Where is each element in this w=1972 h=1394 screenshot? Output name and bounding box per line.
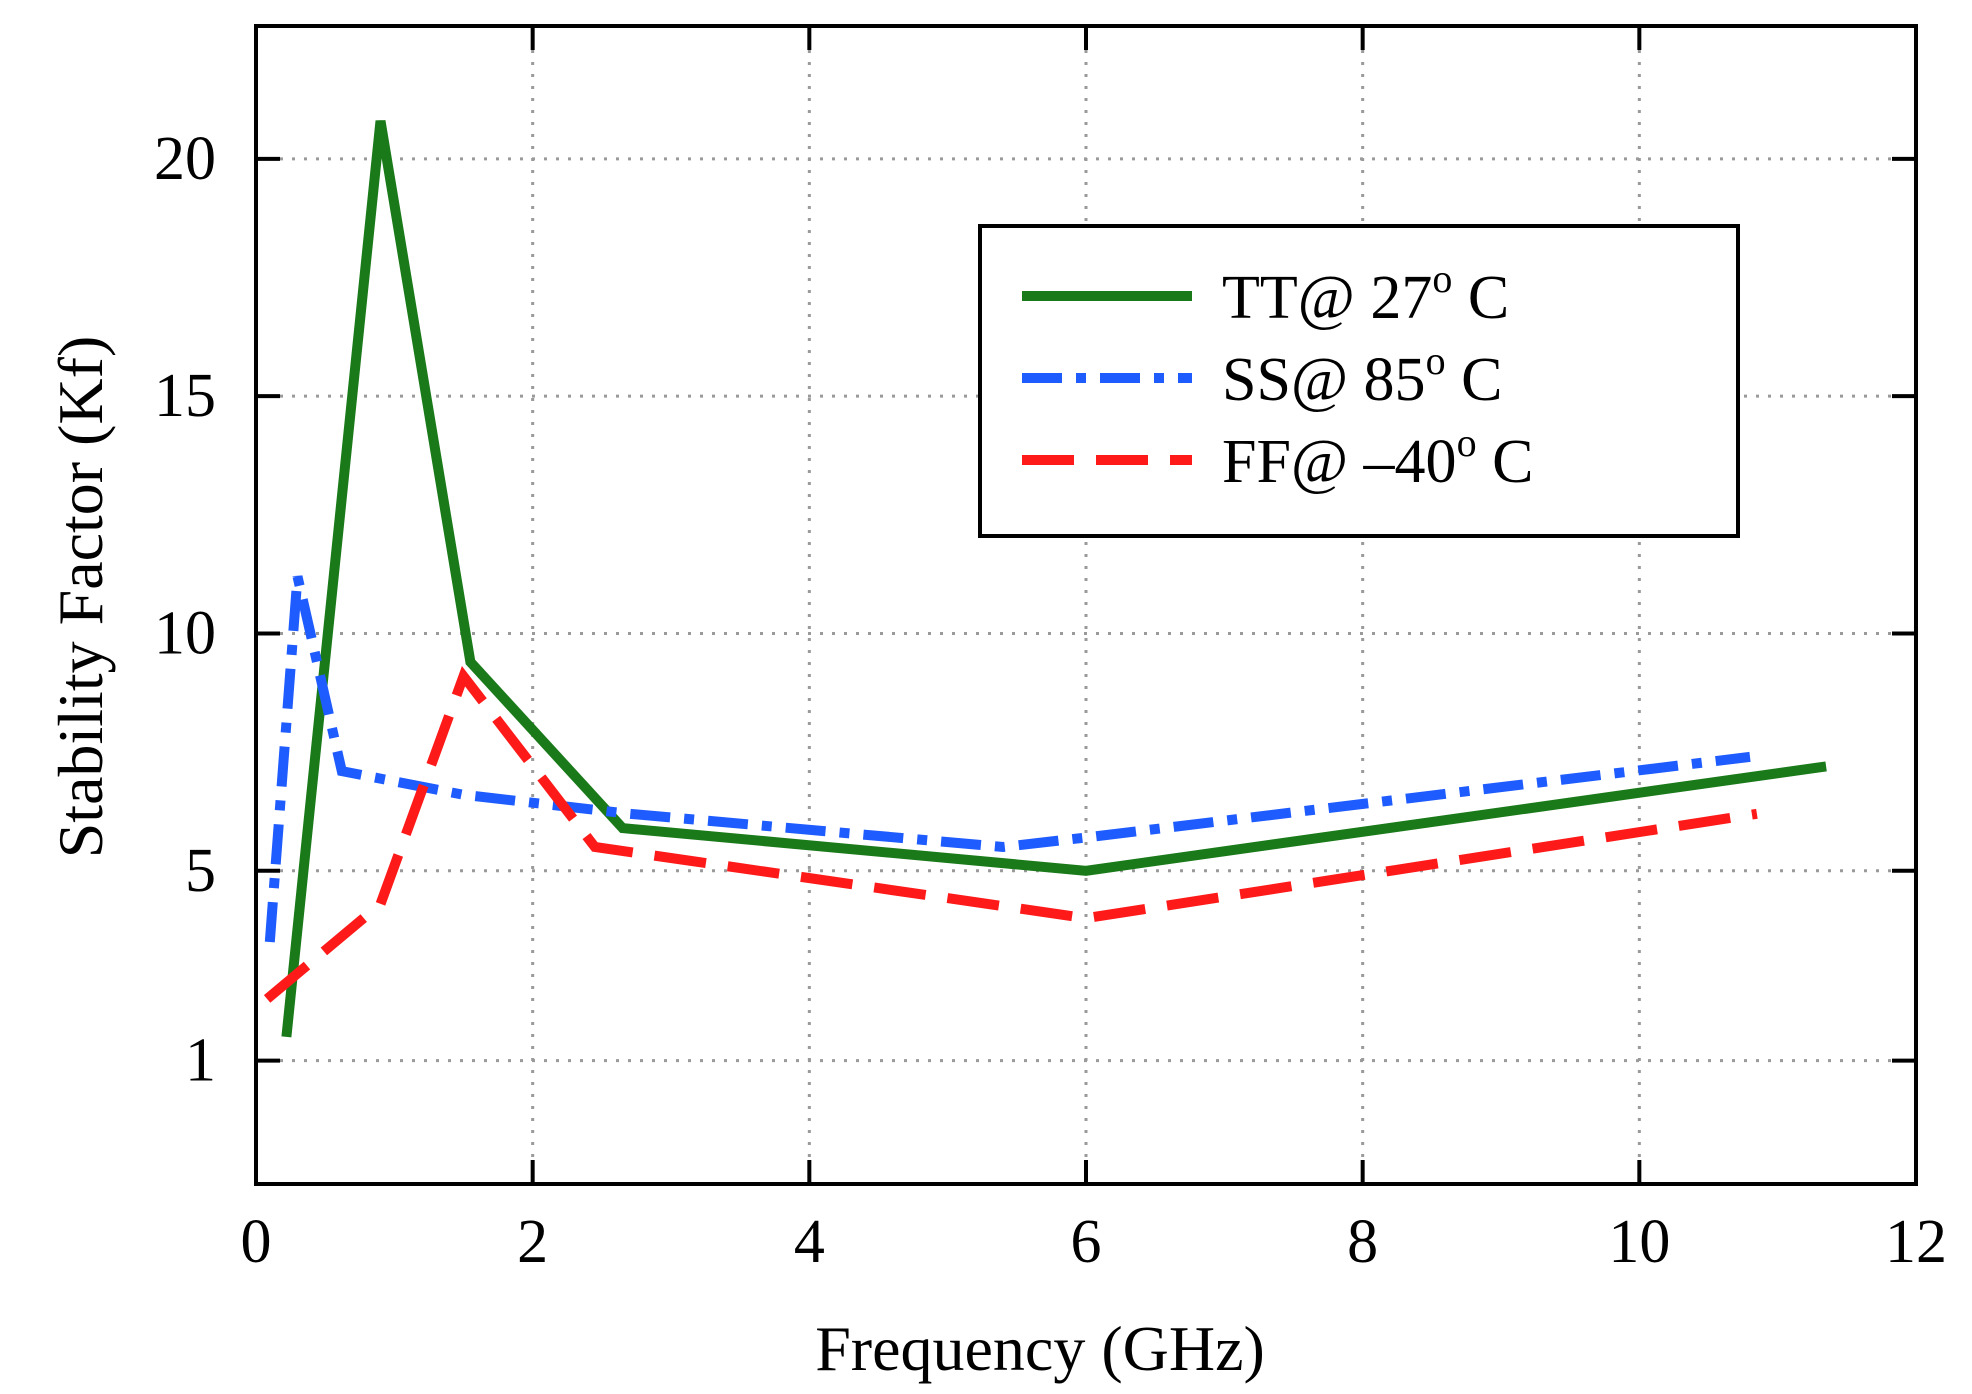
x-axis-title: Frequency (GHz) bbox=[815, 1313, 1265, 1384]
x-tick-label: 2 bbox=[517, 1208, 548, 1276]
x-tick-label: 8 bbox=[1347, 1208, 1378, 1276]
x-tick-label: 6 bbox=[1071, 1208, 1102, 1276]
legend-label: SS@ 85o C bbox=[1222, 338, 1502, 414]
legend-label: FF@ –40o C bbox=[1222, 420, 1533, 496]
data-series bbox=[263, 120, 1827, 1038]
plot-frame bbox=[254, 24, 1918, 1186]
series-line bbox=[281, 120, 1827, 1038]
y-tick-label: 1 bbox=[185, 1027, 216, 1095]
y-tick-label: 10 bbox=[154, 599, 216, 667]
y-tick-label: 15 bbox=[154, 362, 216, 430]
y-axis-title: Stability Factor (Kf) bbox=[45, 336, 116, 859]
x-tick-label: 12 bbox=[1885, 1208, 1947, 1276]
x-tick-label: 0 bbox=[241, 1208, 272, 1276]
x-tick-label: 10 bbox=[1608, 1208, 1670, 1276]
y-tick-label: 20 bbox=[154, 125, 216, 193]
legend-label: TT@ 27o C bbox=[1222, 256, 1509, 332]
y-tick-label: 5 bbox=[185, 837, 216, 905]
series-line bbox=[263, 665, 1758, 1003]
axis-ticks bbox=[256, 26, 1916, 1184]
x-tick-label: 4 bbox=[794, 1208, 825, 1276]
series-line bbox=[264, 575, 1751, 943]
legend: TT@ 27o CSS@ 85o CFF@ –40o C bbox=[978, 224, 1740, 538]
